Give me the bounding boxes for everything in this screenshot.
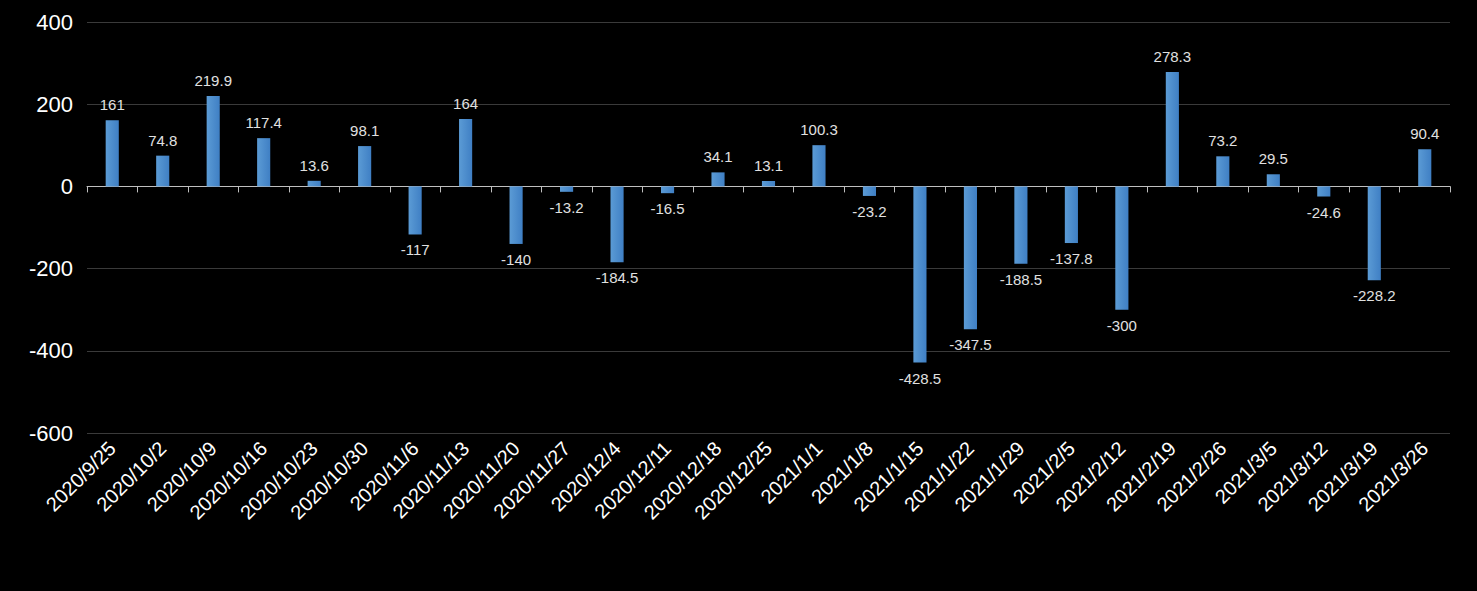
svg-text:2021/1/29: 2021/1/29 [950, 437, 1028, 515]
svg-text:2021/2/19: 2021/2/19 [1101, 437, 1181, 516]
svg-text:73.2: 73.2 [1208, 132, 1237, 149]
svg-text:2020/10/2: 2020/10/2 [92, 437, 171, 516]
svg-text:2020/10/30: 2020/10/30 [286, 437, 373, 524]
svg-text:-140: -140 [501, 251, 531, 268]
svg-text:2020/12/25: 2020/12/25 [690, 437, 776, 523]
svg-text:2021/3/26: 2021/3/26 [1354, 437, 1432, 515]
svg-text:161: 161 [100, 96, 125, 113]
svg-text:2021/2/26: 2021/2/26 [1152, 437, 1230, 515]
svg-text:-24.6: -24.6 [1307, 204, 1341, 221]
svg-text:2020/11/27: 2020/11/27 [489, 437, 575, 523]
svg-text:2021/3/5: 2021/3/5 [1210, 437, 1282, 508]
svg-text:-13.2: -13.2 [549, 199, 583, 216]
svg-text:100.3: 100.3 [800, 121, 838, 138]
svg-text:2021/3/19: 2021/3/19 [1303, 437, 1383, 516]
svg-text:117.4: 117.4 [245, 114, 281, 131]
svg-text:-600: -600 [29, 421, 73, 446]
svg-text:34.1: 34.1 [703, 148, 732, 165]
svg-text:98.1: 98.1 [350, 122, 379, 139]
svg-text:2021/1/8: 2021/1/8 [806, 437, 878, 508]
svg-text:0: 0 [61, 174, 73, 199]
svg-text:2020/11/6: 2020/11/6 [345, 437, 423, 515]
svg-text:-137.8: -137.8 [1050, 250, 1093, 267]
svg-text:400: 400 [36, 10, 73, 35]
svg-text:-117: -117 [401, 241, 430, 258]
svg-text:2021/1/1: 2021/1/1 [756, 437, 827, 508]
svg-text:-23.2: -23.2 [852, 203, 886, 220]
svg-text:2020/9/25: 2020/9/25 [41, 437, 120, 516]
svg-text:13.6: 13.6 [300, 157, 329, 174]
svg-text:-400: -400 [29, 338, 73, 363]
svg-text:-228.2: -228.2 [1353, 287, 1396, 304]
svg-text:2020/12/18: 2020/12/18 [639, 437, 726, 524]
svg-text:2020/10/9: 2020/10/9 [142, 437, 221, 516]
svg-text:-16.5: -16.5 [650, 200, 684, 217]
svg-text:2020/12/11: 2020/12/11 [590, 437, 676, 523]
svg-text:219.9: 219.9 [194, 72, 232, 89]
svg-text:90.4: 90.4 [1410, 125, 1439, 142]
svg-text:2020/11/13: 2020/11/13 [388, 437, 474, 523]
svg-text:2021/1/22: 2021/1/22 [899, 437, 979, 516]
svg-text:-200: -200 [29, 256, 73, 281]
svg-text:2021/3/12: 2021/3/12 [1253, 437, 1332, 516]
svg-text:-428.5: -428.5 [899, 370, 942, 387]
svg-text:-184.5: -184.5 [596, 269, 639, 286]
svg-text:-188.5: -188.5 [1000, 271, 1043, 288]
svg-text:-347.5: -347.5 [949, 336, 992, 353]
svg-text:278.3: 278.3 [1154, 48, 1192, 65]
svg-text:2020/12/4: 2020/12/4 [546, 437, 625, 516]
svg-text:164: 164 [453, 95, 478, 112]
svg-text:2020/10/23: 2020/10/23 [235, 437, 322, 524]
svg-text:2021/1/15: 2021/1/15 [849, 437, 928, 516]
svg-text:-300: -300 [1107, 317, 1137, 334]
svg-text:2020/10/16: 2020/10/16 [185, 437, 272, 524]
svg-text:74.8: 74.8 [148, 132, 177, 149]
svg-text:13.1: 13.1 [754, 157, 783, 174]
svg-text:2021/2/5: 2021/2/5 [1008, 437, 1080, 508]
svg-text:29.5: 29.5 [1259, 150, 1288, 167]
svg-text:2021/2/12: 2021/2/12 [1051, 437, 1130, 516]
svg-text:200: 200 [36, 92, 73, 117]
svg-text:2020/11/20: 2020/11/20 [438, 437, 524, 523]
